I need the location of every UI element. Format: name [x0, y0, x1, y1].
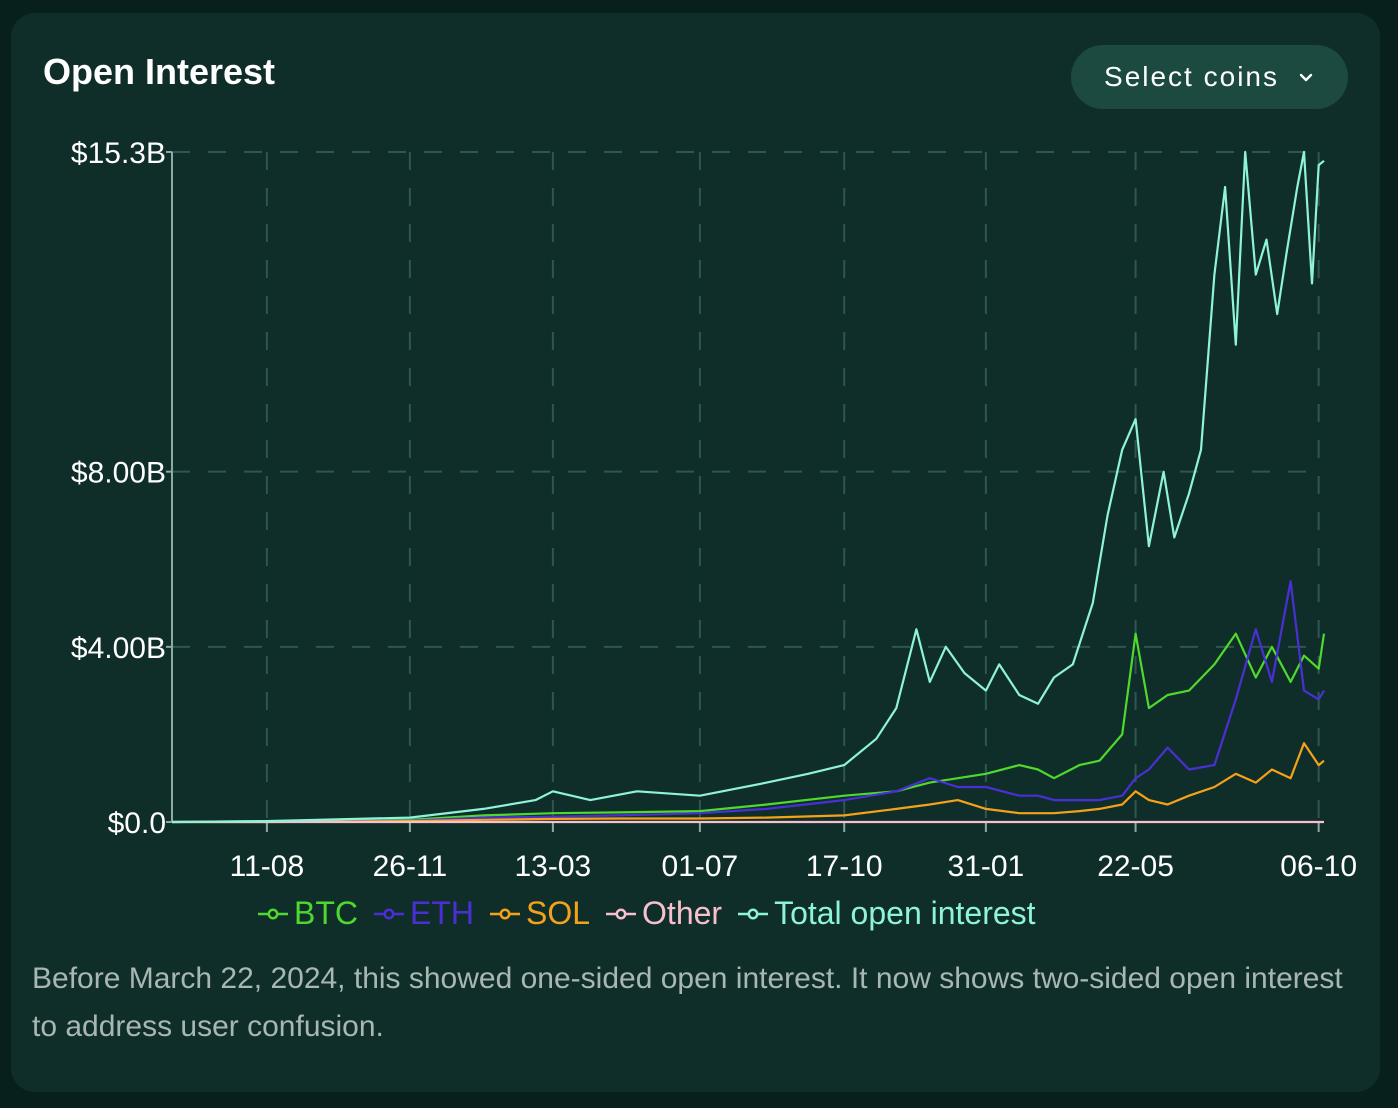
legend-label: BTC	[294, 895, 358, 931]
page-title: Open Interest	[43, 51, 276, 92]
series-line-sol	[172, 742, 1325, 824]
y-tick-label: $0.0	[108, 807, 166, 840]
legend-item-eth[interactable]: ETH	[374, 895, 474, 932]
y-tick-label: $4.00B	[71, 632, 166, 665]
legend-item-total-open-interest[interactable]: Total open interest	[738, 895, 1036, 932]
legend-label: Total open interest	[774, 895, 1036, 931]
x-tick-label: 22-05	[1097, 850, 1174, 883]
legend-marker-icon	[738, 908, 769, 919]
x-tick-label: 17-10	[806, 850, 883, 883]
series-line-eth	[171, 580, 1325, 824]
open-interest-card: Open Interest Select coins	[11, 13, 1380, 1092]
x-tick-label: 26-11	[373, 850, 448, 883]
legend-marker-icon	[606, 908, 637, 919]
legend-marker-icon	[490, 908, 520, 919]
footnote: Before March 22, 2024, this showed one-s…	[32, 962, 1343, 1043]
grid	[172, 151, 1324, 822]
select-coins-label: Select coins	[1104, 61, 1279, 92]
y-tick-label: $8.00B	[71, 457, 166, 490]
legend-item-other[interactable]: Other	[606, 895, 722, 932]
series-lines	[171, 150, 1326, 824]
legend-marker-icon	[258, 908, 288, 919]
chevron-down-icon	[1299, 73, 1313, 82]
axes: $0.0 $4.00B $8.00B $15.3B 11-08 26-11 13-03 01-…	[71, 137, 1357, 883]
x-tick-label: 11-08	[230, 850, 305, 883]
legend-item-sol[interactable]: SOL	[490, 895, 590, 932]
legend-label: Other	[642, 895, 723, 931]
y-tick-label: $15.3B	[71, 137, 166, 170]
series-line-total-open-interest	[171, 150, 1325, 824]
x-tick-label: 13-03	[515, 850, 592, 883]
open-interest-chart: $0.0 $4.00B $8.00B $15.3B 11-08 26-11 13-03 01-…	[71, 137, 1357, 883]
x-tick-label: 31-01	[948, 850, 1025, 883]
legend-item-btc[interactable]: BTC	[258, 895, 358, 932]
x-tick-label: 06-10	[1280, 850, 1357, 883]
x-tick-label: 01-07	[662, 850, 739, 883]
legend-marker-icon	[374, 908, 404, 919]
select-coins-button[interactable]: Select coins	[1071, 45, 1348, 109]
legend-label: ETH	[410, 895, 474, 931]
chart-legend: BTC ETH SOL Other Total open interest	[258, 895, 1036, 932]
series-line-btc	[171, 632, 1326, 824]
legend-label: SOL	[526, 895, 591, 931]
